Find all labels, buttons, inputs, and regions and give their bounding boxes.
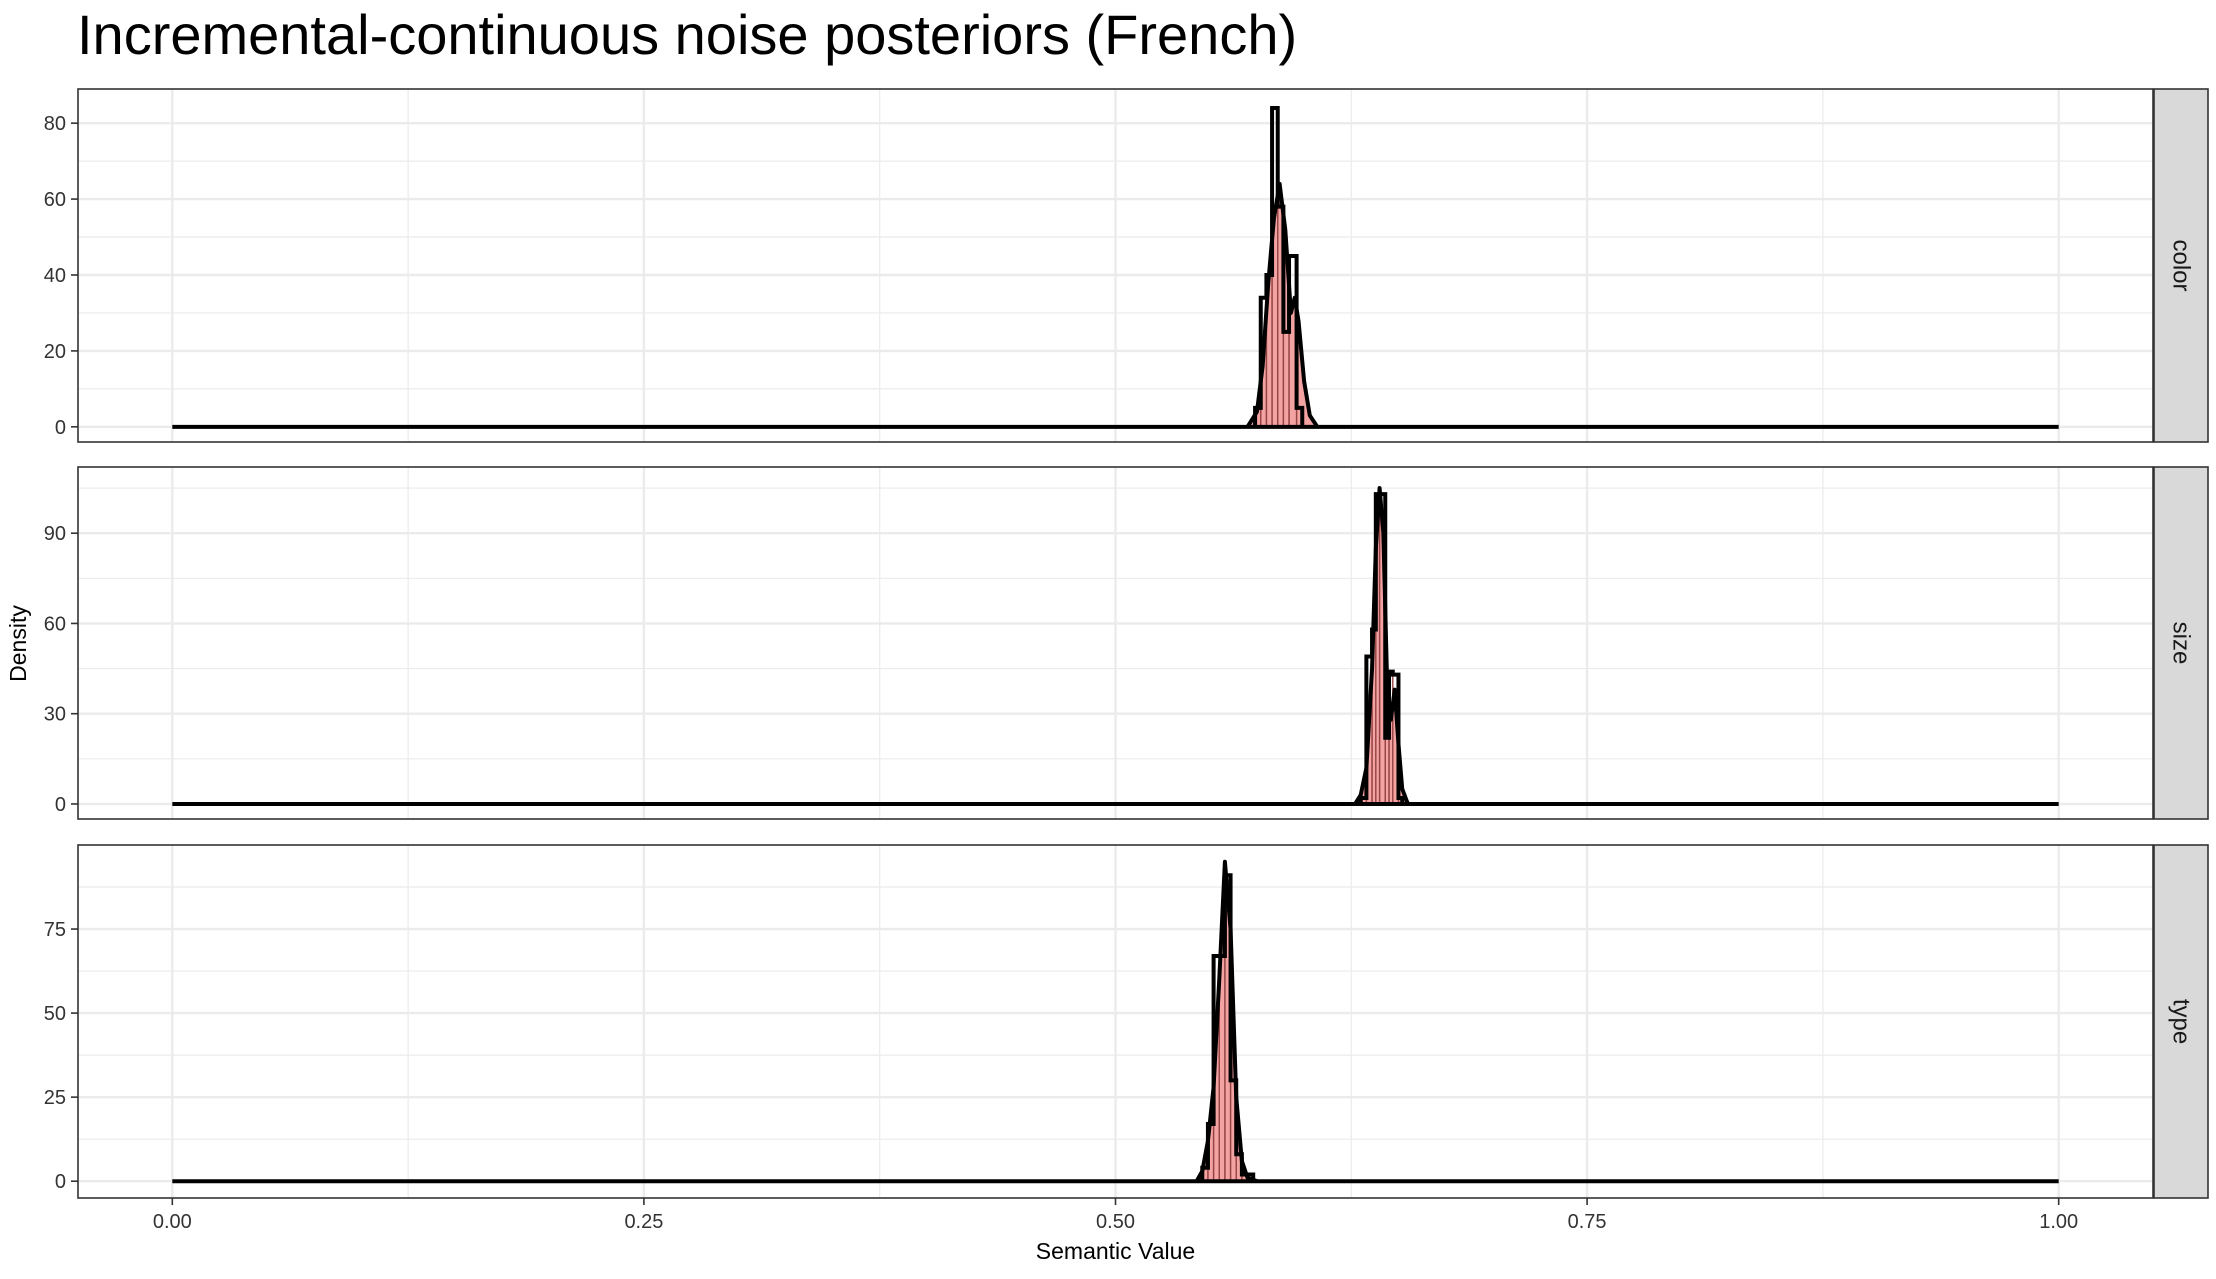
chart-title: Incremental-continuous noise posteriors … [77,3,1298,66]
histogram-outline [1358,492,1405,804]
density-curve [1194,859,1258,1184]
y-tick-label: 60 [44,189,66,211]
histogram-outline [1253,105,1305,427]
y-tick-label: 0 [55,794,66,816]
y-tick-label: 25 [44,1087,66,1109]
x-tick-label: 0.75 [1568,1211,1607,1233]
y-tick-label: 75 [44,919,66,941]
facet-panel-size: 0 30 60 90 size [44,466,2209,820]
density-area [1355,488,1408,804]
y-axis-title: Density [5,605,31,682]
x-tick-label: 0.00 [153,1211,192,1233]
facet-panel-type: 0 25 50 75 type [44,844,2209,1199]
panel-border [77,466,2154,820]
y-tick-label: 50 [44,1003,66,1025]
y-tick-label: 20 [44,341,66,363]
y-tick-label: 30 [44,704,66,726]
facet-panel-color: 0 20 40 60 80 color [44,88,2209,443]
x-axis-title: Semantic Value [1036,1238,1195,1264]
y-tick-label: 90 [44,523,66,545]
facet-strip-label: color [2168,239,2195,291]
density-curve [1245,181,1320,428]
facet-strip [2153,844,2209,1199]
y-tick-label: 0 [55,417,66,439]
density-curve [1353,486,1410,806]
panel-border [77,88,2154,443]
x-tick-label: 0.25 [624,1211,663,1233]
facet-strip [2153,88,2209,443]
facet-strip [2153,466,2209,820]
y-tick-label: 0 [55,1171,66,1193]
x-tick-label: 0.50 [1096,1211,1135,1233]
facet-strip-label: type [2168,999,2195,1044]
y-tick-label: 40 [44,265,66,287]
y-tick-label: 80 [44,113,66,135]
y-tick-label: 60 [44,613,66,635]
density-area [1196,861,1257,1182]
x-tick-label: 1.00 [2039,1211,2078,1233]
facet-strip-label: size [2168,622,2195,665]
